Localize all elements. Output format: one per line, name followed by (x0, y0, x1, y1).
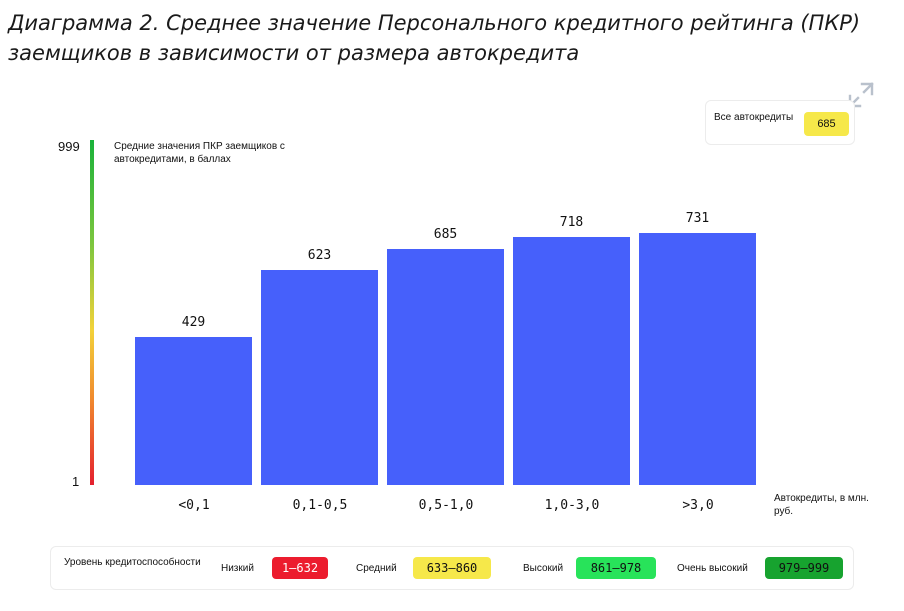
category-label-0: <0,1 (178, 498, 210, 513)
bar-value-label-0: 429 (181, 315, 206, 331)
bar-value-label-4: 731 (685, 210, 710, 226)
legend-title: Уровень кредитоспособности (64, 557, 201, 568)
category-label-4: >3,0 (682, 498, 714, 513)
legend-label-very-high: Очень высокий (677, 563, 748, 574)
legend-badge-high: 861–978 (576, 557, 656, 579)
summary-label: Все автокредиты (714, 112, 794, 123)
bar-1 (261, 269, 378, 485)
legend-label-high: Высокий (523, 563, 564, 574)
x-axis-label: Автокредиты, в млн. руб. (774, 493, 869, 517)
category-label-3: 1,0-3,0 (544, 498, 600, 513)
chart-title: Диаграмма 2. Среднее значение Персональн… (8, 11, 861, 65)
legend-badge-low: 1–632 (272, 557, 328, 579)
bar-4 (639, 232, 756, 485)
y-axis-label: Средние значения ПКР заемщиков с автокре… (114, 141, 285, 165)
bar-3 (513, 237, 630, 485)
bar-value-label-2: 685 (433, 226, 458, 242)
legend-label-medium: Средний (356, 563, 397, 574)
summary-value-badge: 685 (804, 112, 849, 136)
category-label-1: 0,1-0,5 (292, 498, 348, 513)
bar-2 (387, 248, 504, 485)
summary-card: Все автокредиты 685 (705, 100, 855, 145)
legend-label-low: Низкий (221, 563, 254, 574)
legend-badge-medium: 633–860 (413, 557, 491, 579)
score-scale-bar (90, 140, 94, 485)
bar-value-label-1: 623 (307, 247, 332, 263)
y-tick-min: 1 (72, 474, 80, 489)
legend-badge-very-high: 979–999 (765, 557, 843, 579)
legend: Уровень кредитоспособности Низкий 1–632 … (50, 546, 854, 590)
bar-0 (135, 337, 252, 485)
y-tick-max: 999 (58, 139, 80, 154)
bar-value-label-3: 718 (559, 215, 584, 231)
category-label-2: 0,5-1,0 (418, 498, 474, 513)
